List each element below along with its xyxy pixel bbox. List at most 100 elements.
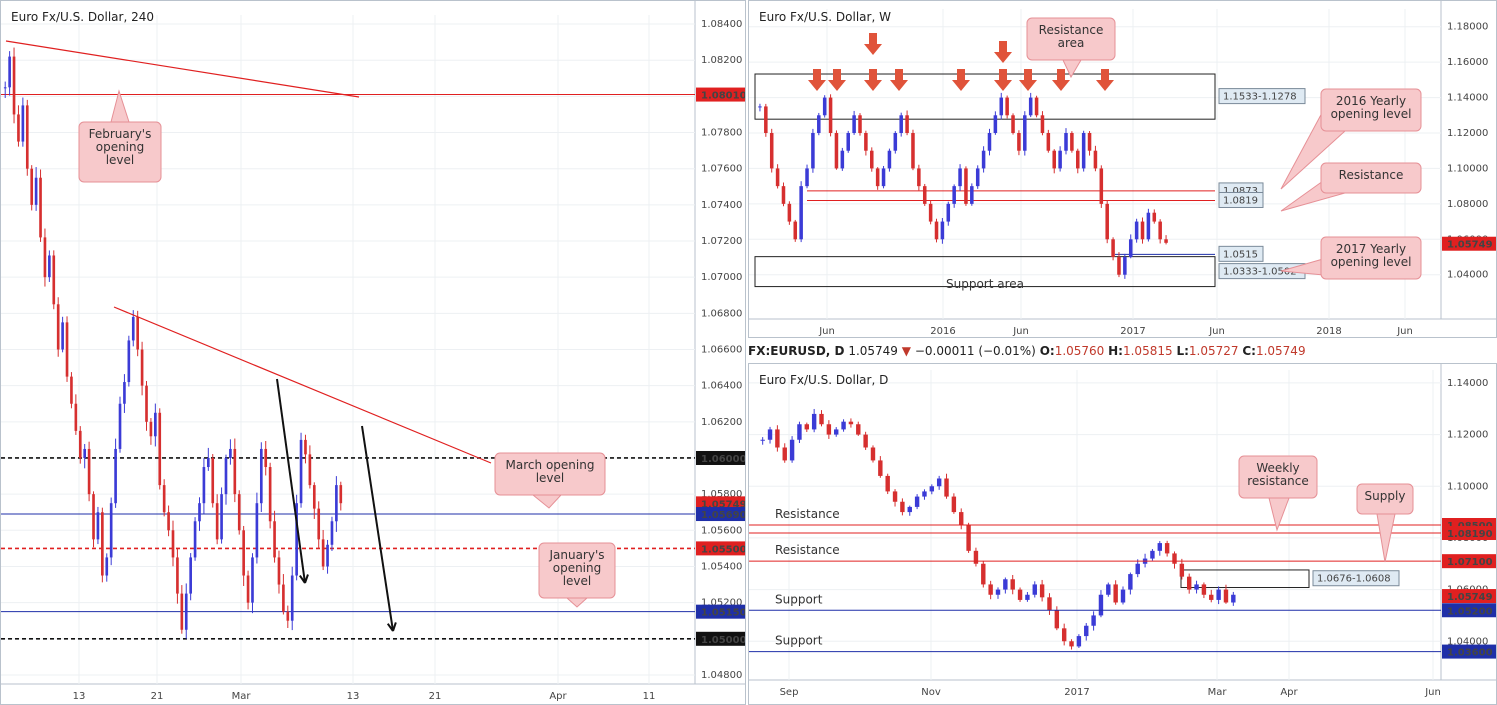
y-tick-label: 1.07200: [701, 236, 742, 247]
red-arrow-shaft: [957, 69, 965, 81]
candle-body: [1186, 576, 1192, 590]
level-label-box: [1218, 191, 1264, 208]
callout-text: Resistance: [1039, 23, 1104, 37]
candle-body: [158, 412, 162, 486]
candle-body: [1064, 133, 1068, 151]
candle-body: [760, 439, 765, 441]
candle-body: [74, 403, 78, 431]
candle-body: [154, 412, 157, 437]
weekly-chart[interactable]: 1.18000 1.16000 1.14000 1.12000 1.10000 1.080…: [749, 1, 1497, 338]
candle-body: [1140, 221, 1145, 240]
candle-body: [870, 447, 876, 461]
candle-body: [101, 512, 104, 576]
candle-body: [290, 575, 294, 621]
change-value: −0.00011 (−0.01%): [914, 344, 1036, 358]
price-tag-label: 1.05200: [1447, 606, 1493, 617]
candle-body: [321, 539, 325, 567]
candle-body: [1039, 584, 1045, 598]
candle-body: [1070, 133, 1074, 151]
weekly-chart-panel[interactable]: 1.18000 1.16000 1.14000 1.12000 1.10000 1.080…: [748, 0, 1497, 338]
candle-body: [312, 485, 316, 509]
level-text: Resistance: [775, 507, 840, 521]
y-tick-label: 1.16000: [1447, 57, 1488, 68]
support-area-label: Support area: [946, 277, 1024, 291]
y-tick-label: 1.05600: [701, 525, 742, 536]
candle-body: [105, 557, 109, 576]
candle-body: [123, 382, 126, 404]
candle-body: [335, 485, 338, 522]
callout-text: February's: [89, 127, 152, 141]
x-tick-label: Jun: [1396, 326, 1413, 337]
candle-body: [295, 503, 298, 576]
candle-body: [1032, 584, 1037, 595]
callout-text: Supply: [1365, 489, 1406, 503]
candle-body: [308, 454, 312, 486]
price-tag: [1442, 603, 1496, 618]
candle-body: [981, 563, 986, 585]
callout-text: area: [1058, 36, 1085, 50]
candle-body: [1017, 589, 1023, 600]
red-arrow-head: [864, 44, 882, 55]
x-tick-label: Mar: [1208, 687, 1228, 698]
x-tick-label: 21: [151, 691, 164, 702]
candle-body: [863, 434, 868, 448]
symbol-label[interactable]: FX:EURUSD, D: [748, 344, 845, 358]
candle-body: [881, 168, 886, 187]
x-tick-label: Jun: [818, 326, 835, 337]
x-tick-label: Apr: [1280, 687, 1298, 698]
red-arrow-shaft: [999, 41, 1007, 53]
h4-chart[interactable]: 1.084001.082001.080001.078001.076001.074…: [1, 1, 746, 705]
candle-body: [326, 544, 329, 567]
candle-body: [1150, 550, 1155, 559]
candle-body: [834, 133, 839, 169]
red-arrow-head: [1052, 80, 1070, 91]
candle-body: [870, 150, 874, 169]
x-tick-label: Mar: [232, 691, 252, 702]
candle-body: [1128, 239, 1133, 257]
candle-body: [1209, 594, 1214, 600]
level-text: Support: [775, 592, 823, 606]
price-tag: [696, 507, 745, 522]
callout-box: [494, 452, 606, 496]
candle-body: [887, 150, 892, 169]
daily-chart[interactable]: 1.140001.120001.100001.080001.060001.040…: [749, 364, 1497, 705]
candle-body: [819, 413, 824, 425]
candle-body: [1231, 594, 1236, 603]
zone-label: 1.0676-1.0608: [1317, 574, 1391, 585]
candle-body: [822, 97, 827, 116]
candle-body: [1081, 133, 1086, 169]
zone-label: 1.0333-1.0502: [1223, 267, 1297, 278]
candle-body: [840, 150, 845, 169]
candle-body: [39, 177, 42, 238]
candle-body: [929, 486, 935, 492]
candle-body: [885, 475, 890, 492]
last-price: 1.05749: [848, 344, 898, 358]
red-arrow-shaft: [813, 69, 821, 81]
candle-body: [330, 521, 334, 545]
candle-body: [966, 525, 971, 551]
red-arrow-shaft: [895, 69, 903, 81]
red-arrow-shaft: [1024, 69, 1032, 81]
candle-body: [928, 203, 933, 222]
y-tick-label: 1.08200: [701, 55, 742, 66]
y-tick-label: 1.14000: [1447, 93, 1488, 104]
low-value: 1.05727: [1188, 344, 1239, 358]
candle-body: [52, 255, 56, 305]
candle-body: [1099, 168, 1104, 204]
candle-body: [940, 221, 945, 240]
candle-body: [1105, 203, 1109, 240]
y-tick-label: 1.04000: [1447, 270, 1488, 281]
callout-pointer: [110, 89, 130, 123]
callout-pointer: [531, 494, 563, 509]
candle-body: [193, 521, 197, 558]
chart-title: Euro Fx/U.S. Dollar, 240: [11, 10, 154, 24]
callout-text: opening level: [1331, 255, 1412, 269]
x-tick-label: Sep: [780, 687, 799, 698]
daily-chart-panel[interactable]: 1.140001.120001.100001.080001.060001.040…: [748, 363, 1497, 705]
candle-body: [995, 589, 1001, 595]
candle-body: [1120, 589, 1126, 603]
candle-body: [764, 106, 768, 133]
h4-chart-panel[interactable]: 1.084001.082001.080001.078001.076001.074…: [0, 0, 746, 705]
price-tag-label: 1.05749: [1447, 592, 1493, 603]
candle-body: [286, 611, 290, 621]
